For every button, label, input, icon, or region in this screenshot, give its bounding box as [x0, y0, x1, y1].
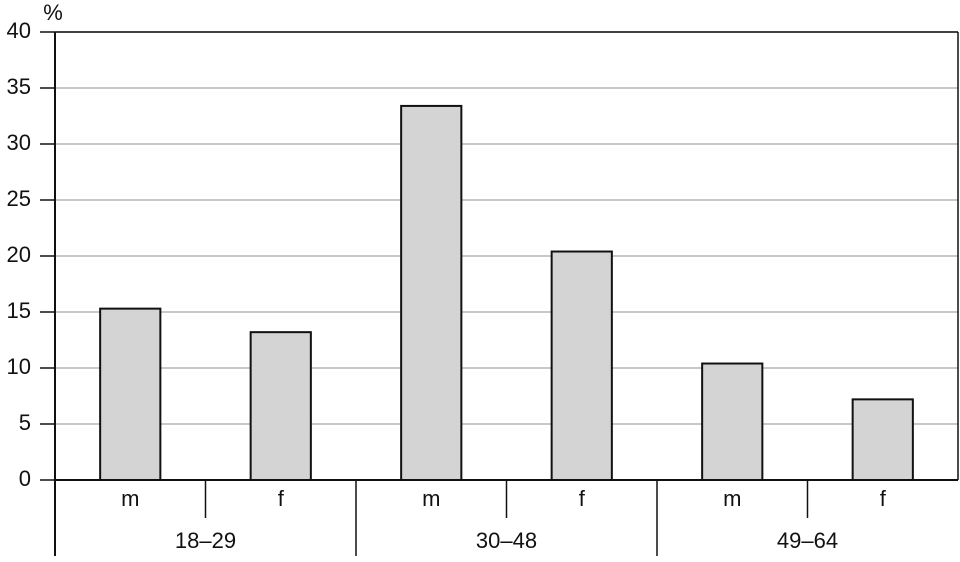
y-tick-label: 0 — [19, 466, 31, 491]
y-tick-label: 5 — [19, 410, 31, 435]
bar — [701, 362, 764, 481]
y-tick-label: 25 — [7, 186, 31, 211]
y-tick-label: 10 — [7, 354, 31, 379]
bar — [400, 104, 463, 481]
y-tick-label: 40 — [7, 18, 31, 43]
bar — [249, 331, 312, 481]
x-tick-label: m — [121, 486, 139, 511]
y-tick-label: 35 — [7, 74, 31, 99]
y-tick-label: 15 — [7, 298, 31, 323]
x-tick-label: f — [278, 486, 285, 511]
y-axis-label: % — [43, 0, 63, 25]
y-tick-label: 20 — [7, 242, 31, 267]
bar — [550, 250, 613, 481]
x-tick-label: f — [880, 486, 887, 511]
group-label: 30–48 — [476, 528, 537, 553]
group-label: 18–29 — [175, 528, 236, 553]
x-tick-label: m — [422, 486, 440, 511]
bar — [851, 398, 914, 481]
group-label: 49–64 — [777, 528, 838, 553]
x-tick-label: m — [723, 486, 741, 511]
bar — [99, 307, 162, 482]
y-tick-label: 30 — [7, 130, 31, 155]
x-tick-label: f — [579, 486, 586, 511]
